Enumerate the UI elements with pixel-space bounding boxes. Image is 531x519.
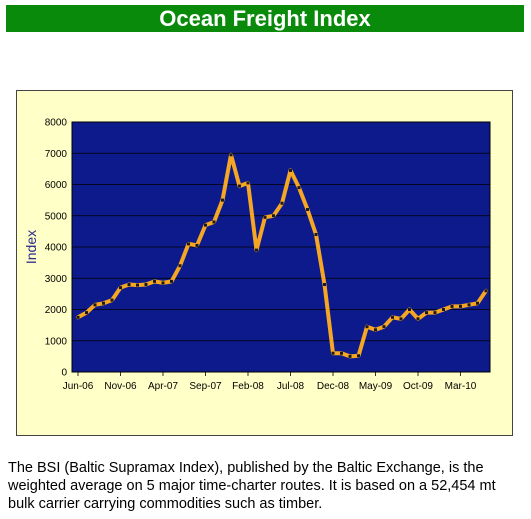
x-tick-label: Apr-07 xyxy=(148,381,178,392)
data-point xyxy=(450,304,454,308)
data-point xyxy=(170,279,173,283)
data-point xyxy=(442,308,445,311)
x-tick-label: Sep-07 xyxy=(189,381,222,392)
data-point xyxy=(391,315,394,319)
data-point xyxy=(93,303,97,307)
x-tick-label: Oct-09 xyxy=(403,381,433,392)
y-tick-label: 0 xyxy=(61,368,67,379)
y-tick-label: 7000 xyxy=(45,149,68,160)
data-point xyxy=(314,233,318,236)
y-tick-label: 6000 xyxy=(45,180,68,191)
page-title: Ocean Freight Index xyxy=(6,5,524,32)
data-point xyxy=(297,186,301,190)
data-point xyxy=(280,201,284,205)
x-tick-label: Jul-08 xyxy=(277,381,305,392)
data-point xyxy=(229,153,233,157)
data-point xyxy=(484,289,488,293)
data-point xyxy=(340,351,343,355)
data-point xyxy=(272,214,275,218)
y-tick-label: 4000 xyxy=(45,243,68,254)
data-point xyxy=(178,264,182,268)
data-point xyxy=(127,283,131,286)
data-point xyxy=(136,283,139,287)
data-point xyxy=(153,279,156,283)
x-tick-label: Dec-08 xyxy=(317,381,350,392)
y-axis-label: Index xyxy=(23,230,39,264)
data-point xyxy=(306,208,309,211)
y-tick-label: 5000 xyxy=(45,211,68,222)
chart-caption: The BSI (Baltic Supramax Index), publish… xyxy=(8,460,496,512)
data-point xyxy=(467,303,471,307)
data-point xyxy=(204,223,207,227)
y-tick-label: 1000 xyxy=(45,336,68,347)
data-point xyxy=(425,311,428,315)
y-tick-label: 3000 xyxy=(45,274,68,285)
data-point xyxy=(331,351,335,355)
y-tick-label: 8000 xyxy=(45,118,68,129)
x-tick-label: Nov-06 xyxy=(104,381,137,392)
x-tick-label: May-09 xyxy=(359,381,393,392)
data-point xyxy=(161,281,165,285)
data-point xyxy=(323,283,326,286)
data-point xyxy=(102,301,105,305)
data-point xyxy=(365,325,369,329)
data-point xyxy=(187,242,190,246)
data-point xyxy=(238,184,241,188)
data-point xyxy=(416,317,420,321)
data-point xyxy=(382,325,386,329)
data-point xyxy=(476,301,479,305)
data-point xyxy=(212,220,216,224)
data-point xyxy=(408,308,411,311)
data-point xyxy=(85,311,88,315)
data-point xyxy=(357,354,360,358)
data-point xyxy=(221,198,224,202)
data-point xyxy=(459,304,462,308)
data-point xyxy=(144,283,148,286)
x-tick-label: Feb-08 xyxy=(232,381,264,392)
data-point xyxy=(246,181,250,185)
x-tick-label: Mar-10 xyxy=(445,381,477,392)
data-point xyxy=(399,317,403,321)
data-point xyxy=(433,311,437,315)
data-point xyxy=(119,286,122,290)
data-point xyxy=(263,215,267,219)
y-tick-label: 2000 xyxy=(45,305,68,316)
x-tick-label: Jun-06 xyxy=(63,381,94,392)
data-point xyxy=(255,248,258,252)
data-point xyxy=(374,328,377,332)
data-point xyxy=(195,243,199,247)
data-point xyxy=(76,315,80,319)
data-point xyxy=(110,298,114,302)
data-point xyxy=(289,168,292,172)
data-point xyxy=(348,354,352,358)
